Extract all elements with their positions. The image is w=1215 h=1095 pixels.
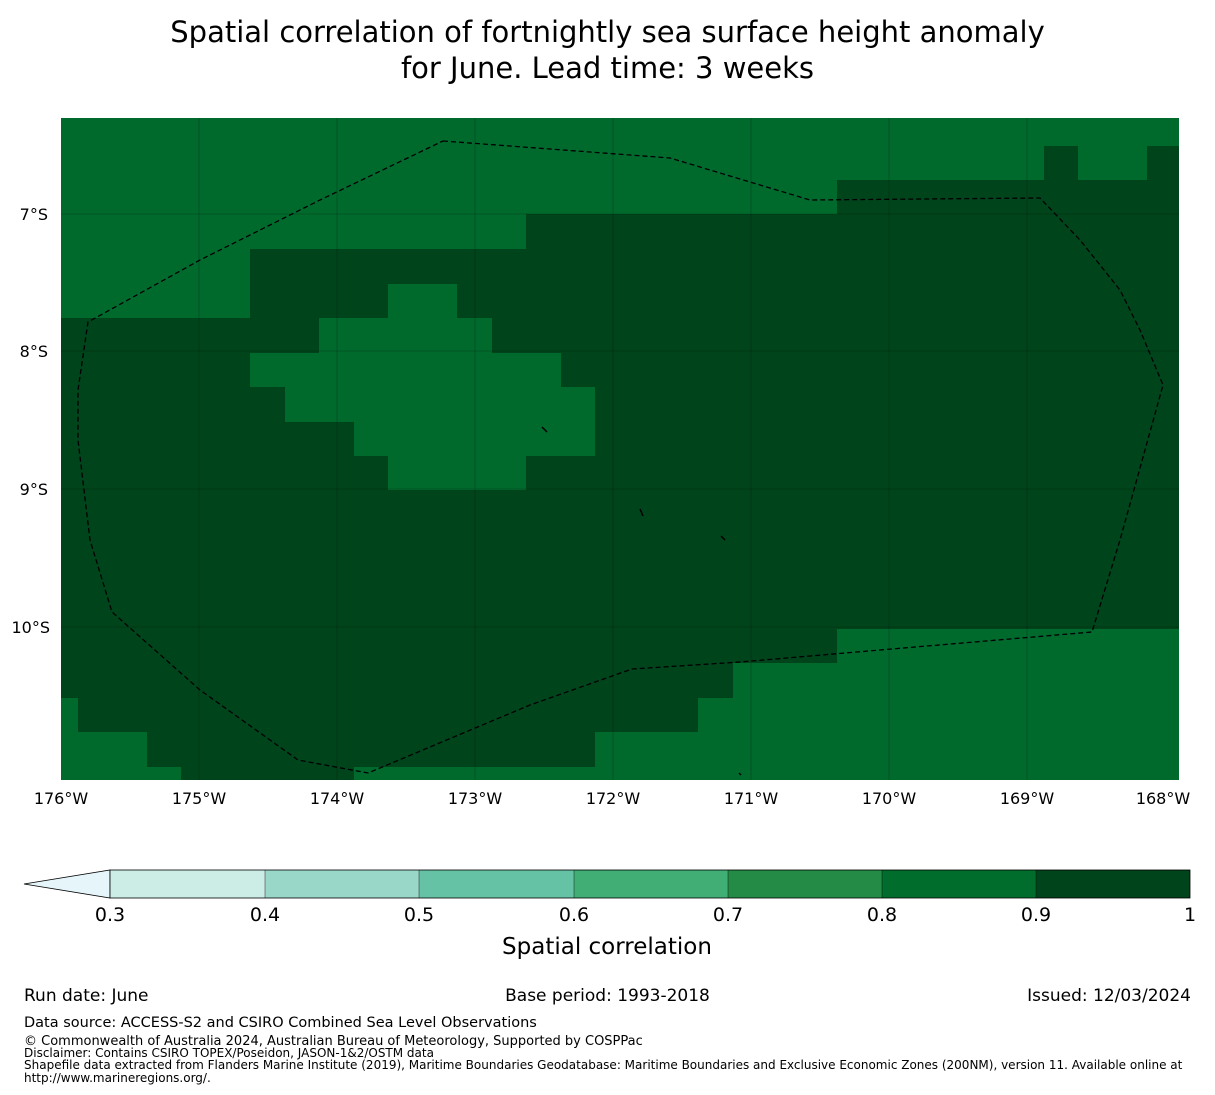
- colorbar-tick: 1: [1184, 904, 1196, 926]
- lon-label: 171°W: [724, 789, 779, 808]
- colorbar-bin: [265, 870, 419, 898]
- colorbar-extend-min: [23, 869, 111, 899]
- lon-label: 168°W: [1136, 789, 1191, 808]
- shapefile-credit: Shapefile data extracted from Flanders M…: [24, 1058, 1183, 1085]
- copyright: © Commonwealth of Australia 2024, Austra…: [24, 1034, 643, 1049]
- colorbar-tick: 0.4: [250, 904, 280, 926]
- island-mark: [720, 535, 726, 541]
- lat-label: 8°S: [20, 342, 48, 361]
- colorbar-bin: [728, 870, 882, 898]
- latitude-labels: 7°S 8°S 9°S 10°S: [11, 205, 50, 637]
- colorbar-bin: [1036, 870, 1190, 898]
- run-date: Run date: June: [24, 986, 149, 1006]
- map-title: Spatial correlation of fortnightly sea s…: [0, 14, 1215, 86]
- eez-boundary: [77, 140, 1164, 774]
- lon-label: 174°W: [310, 789, 365, 808]
- correlation-map: [61, 118, 1179, 780]
- colorbar-tick: 0.7: [713, 904, 743, 926]
- colorbar-tick: 0.6: [559, 904, 589, 926]
- colorbar-tick: 0.3: [95, 904, 125, 926]
- data-source: Data source: ACCESS-S2 and CSIRO Combine…: [24, 1015, 537, 1031]
- colorbar-bin: [419, 870, 574, 898]
- colorbar-tick: 0.5: [404, 904, 434, 926]
- issued-date: Issued: 12/03/2024: [1027, 986, 1191, 1006]
- colorbar: 0.3 0.4 0.5 0.6 0.7 0.8 0.9 1 Spatial co…: [23, 869, 1196, 960]
- island-mark: [541, 426, 548, 433]
- lon-label: 172°W: [586, 789, 641, 808]
- colorbar-bin: [110, 870, 265, 898]
- colorbar-label: Spatial correlation: [502, 934, 712, 960]
- lon-label: 175°W: [172, 789, 227, 808]
- colorbar-frame: [109, 869, 1191, 899]
- colorbar-bin: [882, 870, 1036, 898]
- lon-label: 173°W: [448, 789, 503, 808]
- lat-label: 10°S: [11, 618, 50, 637]
- map-gridlines: [61, 118, 1179, 780]
- colorbar-dividers: [264, 870, 1037, 898]
- longitude-labels: 176°W 175°W 174°W 173°W 172°W 171°W 170°…: [34, 789, 1191, 808]
- lon-label: 170°W: [862, 789, 917, 808]
- map-region-highest-correlation: [61, 146, 1179, 780]
- island-mark: [639, 508, 644, 517]
- lat-label: 9°S: [20, 480, 48, 499]
- title-line-1: Spatial correlation of fortnightly sea s…: [170, 15, 1045, 49]
- title-line-2: for June. Lead time: 3 weeks: [400, 51, 815, 85]
- base-period: Base period: 1993-2018: [505, 986, 710, 1006]
- colorbar-ticks: 0.3 0.4 0.5 0.6 0.7 0.8 0.9 1: [95, 904, 1196, 926]
- colorbar-bin: [574, 870, 728, 898]
- colorbar-tick: 0.9: [1021, 904, 1051, 926]
- lon-label: 176°W: [34, 789, 89, 808]
- lon-label: 169°W: [1000, 789, 1055, 808]
- disclaimer: Disclaimer: Contains CSIRO TOPEX/Poseido…: [24, 1046, 434, 1060]
- island-mark: [738, 772, 742, 776]
- lat-label: 7°S: [20, 205, 48, 224]
- islands: [541, 426, 742, 776]
- colorbar-tick: 0.8: [867, 904, 897, 926]
